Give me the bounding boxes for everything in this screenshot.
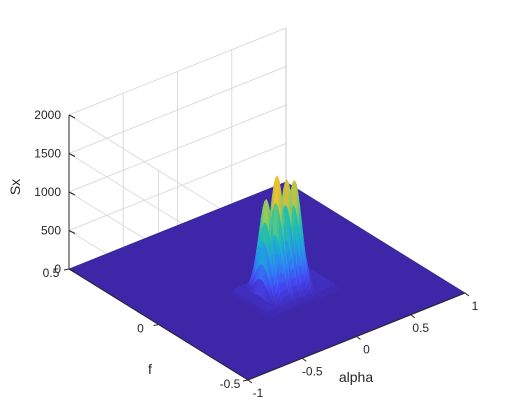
f-tick-1 — [153, 324, 159, 326]
surface-cell — [338, 286, 342, 291]
z-tick-label: 1500 — [34, 147, 61, 161]
z-tick-3 — [68, 153, 76, 157]
z-tick-label: 2000 — [34, 108, 61, 122]
surface — [68, 175, 466, 381]
surface-cell — [318, 297, 323, 300]
z-tick-4 — [68, 114, 76, 119]
f-tick-label: 0 — [137, 322, 144, 336]
rightwall-gridline-z-1 — [68, 143, 287, 231]
z-tick-2 — [68, 191, 76, 196]
alpha-tick-label: -0.5 — [302, 364, 323, 378]
alpha-tick-4 — [464, 292, 470, 297]
z-tick-0 — [68, 268, 76, 273]
f-tick-0 — [242, 379, 249, 382]
z-tick-label: 1000 — [34, 185, 61, 199]
x-axis-label: alpha — [339, 369, 373, 385]
surface-cell — [318, 298, 323, 302]
alpha-tick-3 — [410, 314, 416, 319]
leftwall-gridline-z-4 — [68, 114, 249, 227]
y-axis-label: f — [148, 361, 152, 377]
surface-cell — [317, 301, 322, 304]
axes — [63, 114, 470, 384]
z-tick-label: 500 — [41, 224, 61, 238]
alpha-tick-0 — [247, 379, 253, 384]
alpha-tick-label: -1 — [253, 386, 264, 400]
alpha-tick-label: 1 — [472, 299, 479, 313]
surface-cell — [309, 304, 314, 307]
surface-cell — [300, 308, 304, 311]
rightwall-gridline-z-3 — [68, 66, 287, 154]
f-tick-label: -0.5 — [220, 377, 241, 391]
z-axis-label: Sx — [7, 179, 23, 195]
f-tick-label: 0.5 — [43, 266, 60, 280]
rightwall-gridline-z-4 — [68, 27, 287, 116]
alpha-tick-2 — [356, 336, 361, 340]
alpha-tick-1 — [301, 357, 307, 362]
z-tick-label: 0 — [54, 262, 61, 276]
z-tick-1 — [68, 230, 76, 234]
rightwall-gridline-z-2 — [68, 104, 287, 193]
alpha-tick-label: 0.5 — [412, 321, 429, 335]
f-tick-2 — [63, 268, 70, 271]
alpha-tick-label: 0 — [363, 343, 370, 357]
